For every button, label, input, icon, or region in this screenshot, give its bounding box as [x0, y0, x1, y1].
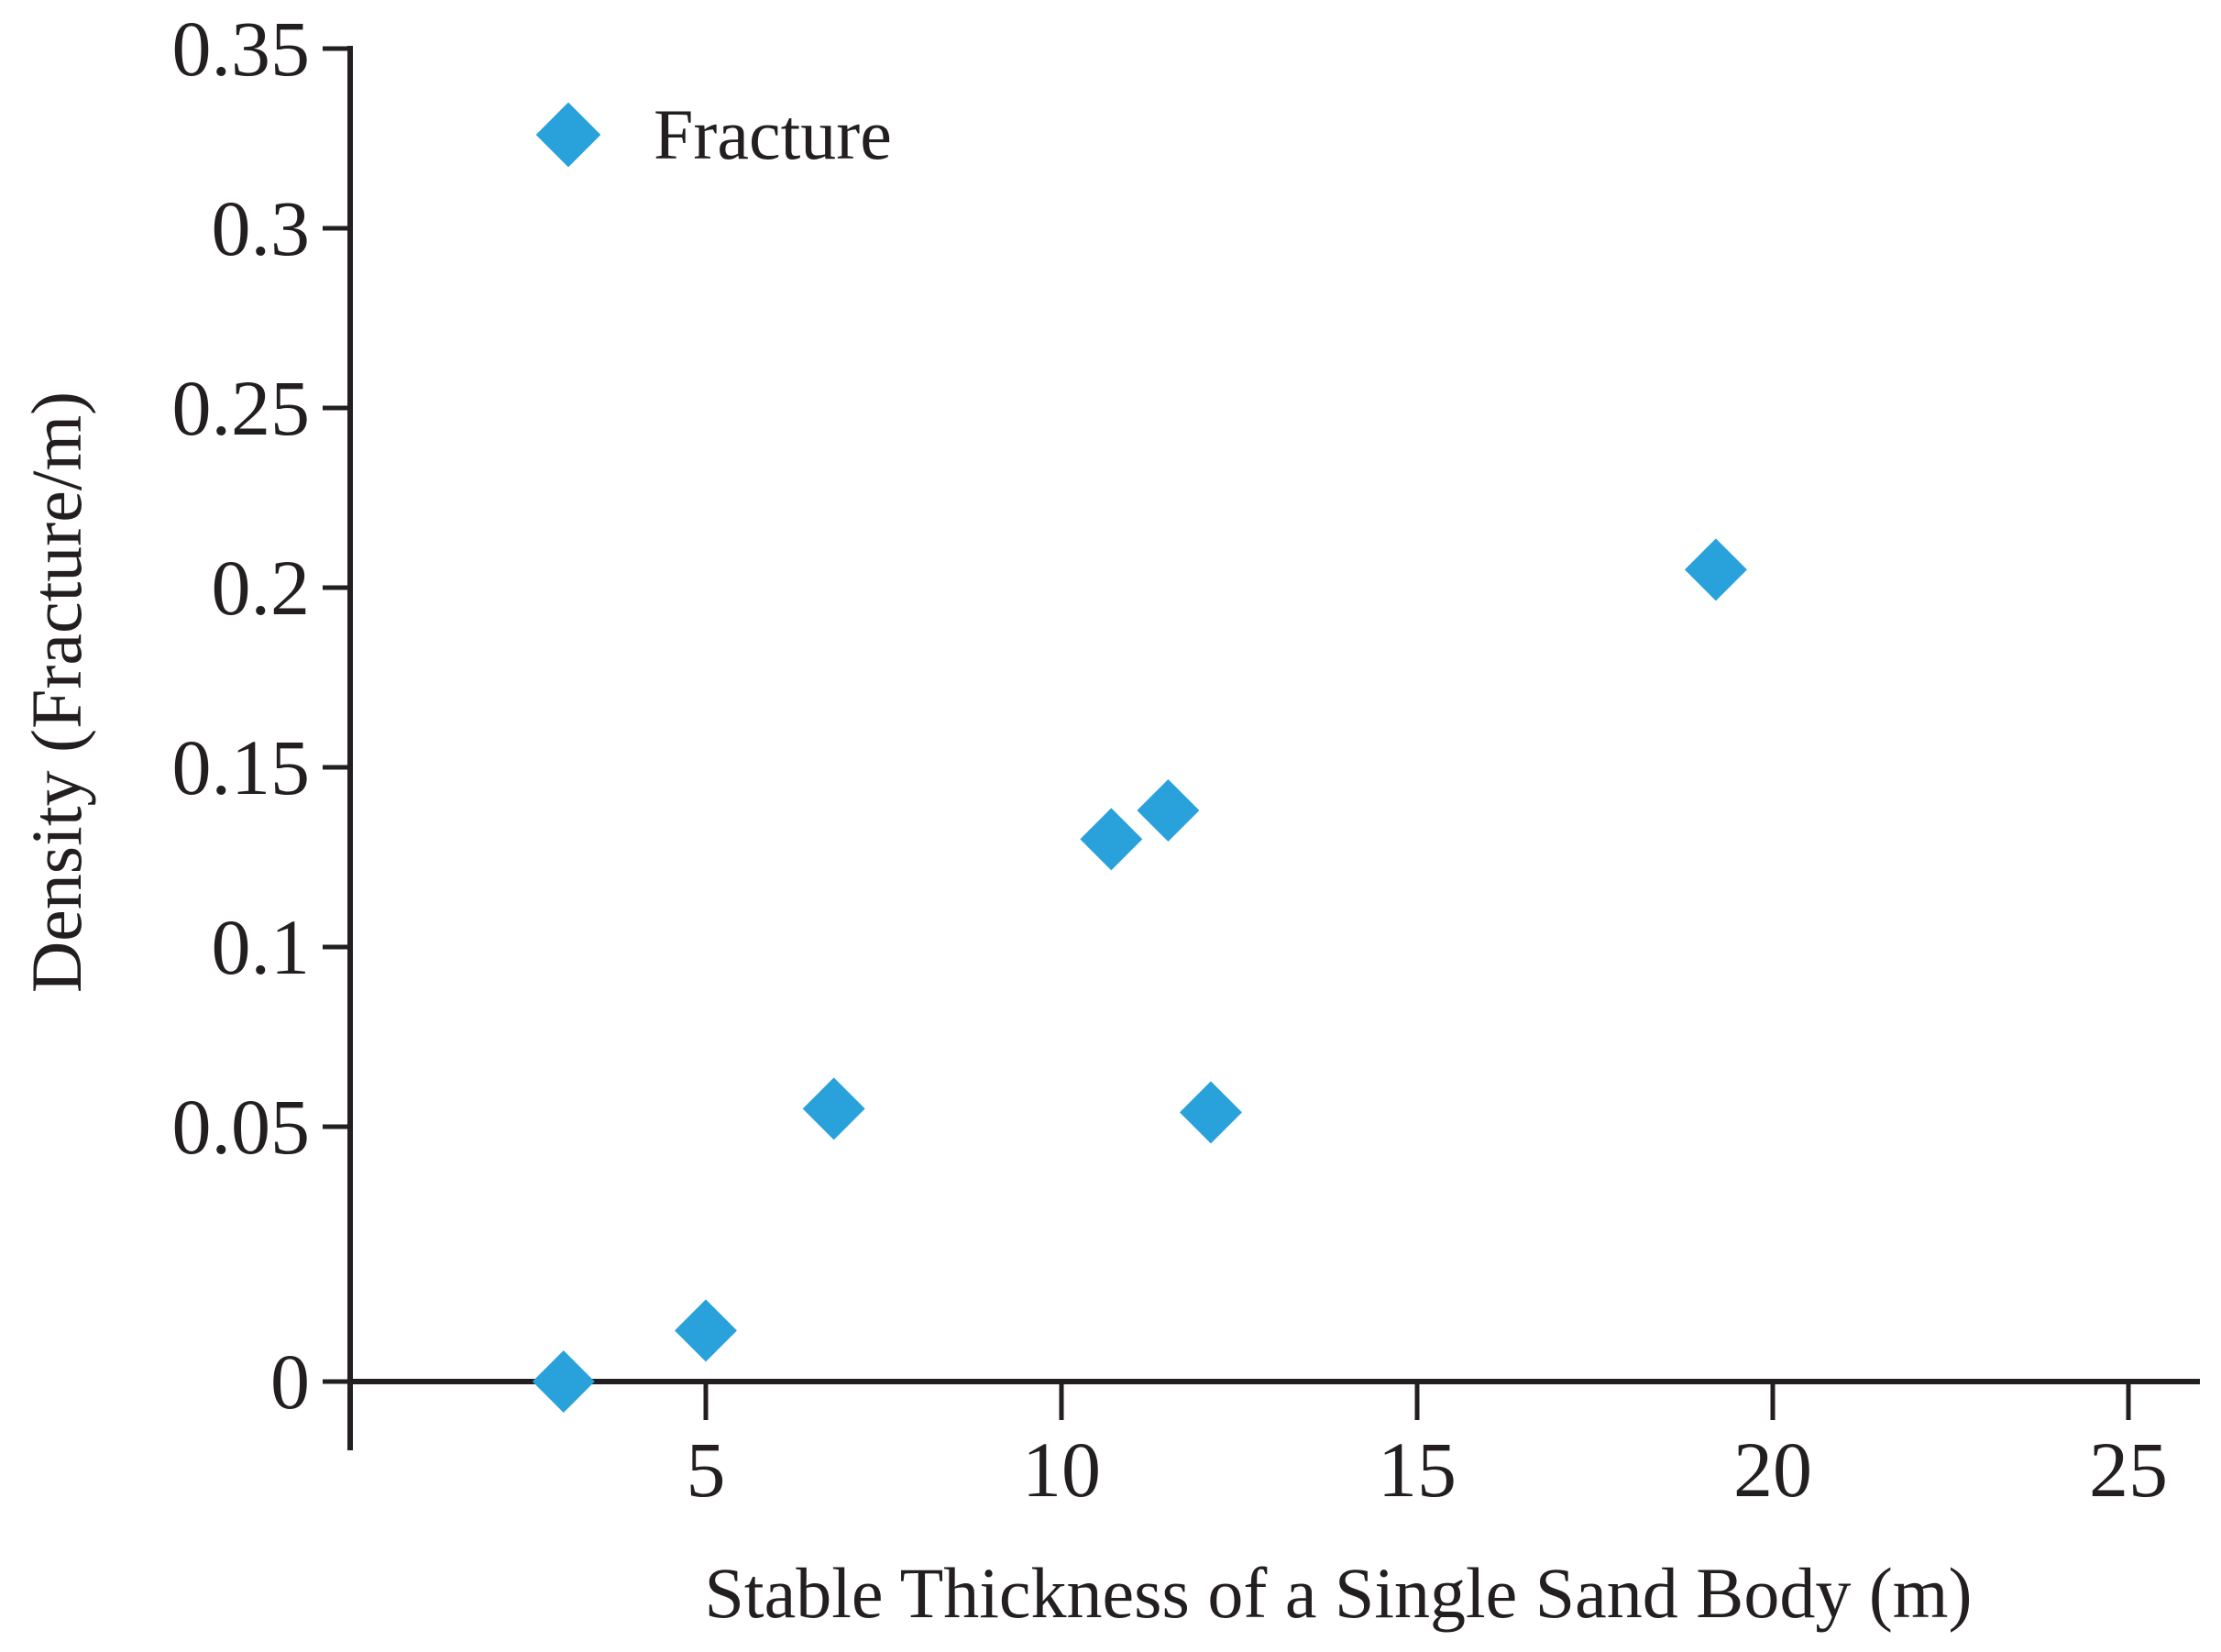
- legend: Fracture: [535, 94, 892, 174]
- y-tick-label: 0.2: [212, 544, 311, 632]
- x-tick-label: 25: [2089, 1426, 2168, 1514]
- data-point-diamond: [802, 1077, 865, 1140]
- data-point-diamond: [1179, 1081, 1242, 1144]
- diamond-icon: [535, 102, 601, 168]
- legend-label: Fracture: [654, 94, 892, 174]
- y-tick-label: 0.15: [172, 723, 311, 811]
- x-tick-label: 5: [687, 1426, 726, 1514]
- y-axis-title: Density (Fracture/m): [16, 391, 96, 994]
- data-point-diamond: [1684, 538, 1747, 601]
- x-axis-title: Stable Thickness of a Single Sand Body (…: [704, 1553, 1973, 1633]
- x-tick-label: 10: [1022, 1426, 1101, 1514]
- y-tick-label: 0.3: [212, 184, 311, 272]
- data-point-diamond: [1137, 779, 1200, 843]
- y-tick-label: 0.1: [212, 903, 311, 991]
- x-tick-label: 15: [1378, 1426, 1457, 1514]
- y-tick-label: 0: [270, 1338, 310, 1426]
- data-point-diamond: [1080, 808, 1143, 871]
- y-tick-label: 0.35: [172, 5, 311, 93]
- data-point-diamond: [532, 1350, 595, 1413]
- y-tick-label: 0.25: [172, 364, 311, 452]
- data-point-diamond: [675, 1299, 737, 1362]
- y-tick-label: 0.05: [172, 1083, 311, 1171]
- x-tick-label: 20: [1733, 1426, 1812, 1514]
